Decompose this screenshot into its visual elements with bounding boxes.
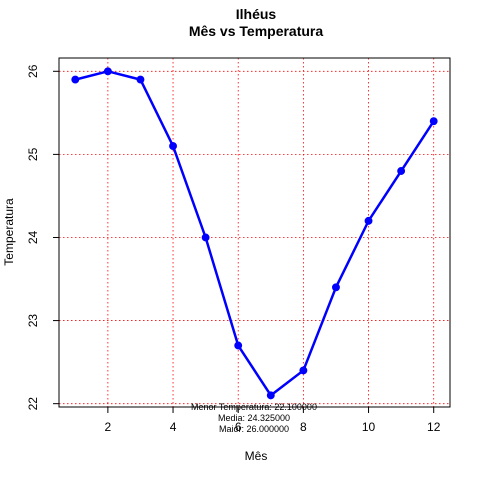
x-tick-label: 2	[105, 420, 112, 434]
y-tick-label: 24	[26, 230, 40, 244]
grid	[59, 58, 450, 407]
data-point	[103, 67, 112, 76]
series-line	[74, 70, 435, 397]
data-point	[266, 391, 275, 400]
x-tick-label: 12	[427, 420, 441, 434]
annotation-max: Maior: 26.000000	[219, 424, 289, 434]
y-axis-label: Temperatura	[2, 198, 16, 266]
y-tick-label: 22	[26, 397, 40, 411]
x-tick-label: 6	[235, 420, 242, 434]
chart-title: Ilhéus	[236, 6, 277, 22]
x-tick-label: 8	[300, 420, 307, 434]
y-tick-label: 23	[26, 314, 40, 328]
data-point	[169, 142, 177, 151]
y-tick-label: 25	[26, 147, 40, 161]
plot-frame	[58, 57, 451, 408]
annotation-min: Menor Temperatura: 22.100000	[191, 402, 317, 412]
data-point	[364, 216, 373, 225]
data-point	[201, 233, 210, 242]
annotation-mean: Media: 24.325000	[218, 413, 290, 423]
y-tick-label: 26	[26, 64, 40, 78]
data-point	[332, 283, 340, 292]
data-point	[397, 167, 406, 175]
annotations: Menor Temperatura: 22.100000 Media: 24.3…	[191, 402, 317, 434]
x-tick-label: 10	[362, 420, 376, 434]
data-point	[136, 75, 145, 84]
x-tick-label: 4	[170, 420, 177, 434]
series-temperatura	[71, 67, 438, 400]
data-point	[299, 366, 308, 375]
chart-subtitle: Mês vs Temperatura	[189, 23, 324, 39]
data-point	[429, 117, 438, 126]
x-axis-label: Mês	[245, 449, 268, 463]
data-point	[71, 75, 80, 84]
data-point	[234, 341, 243, 350]
